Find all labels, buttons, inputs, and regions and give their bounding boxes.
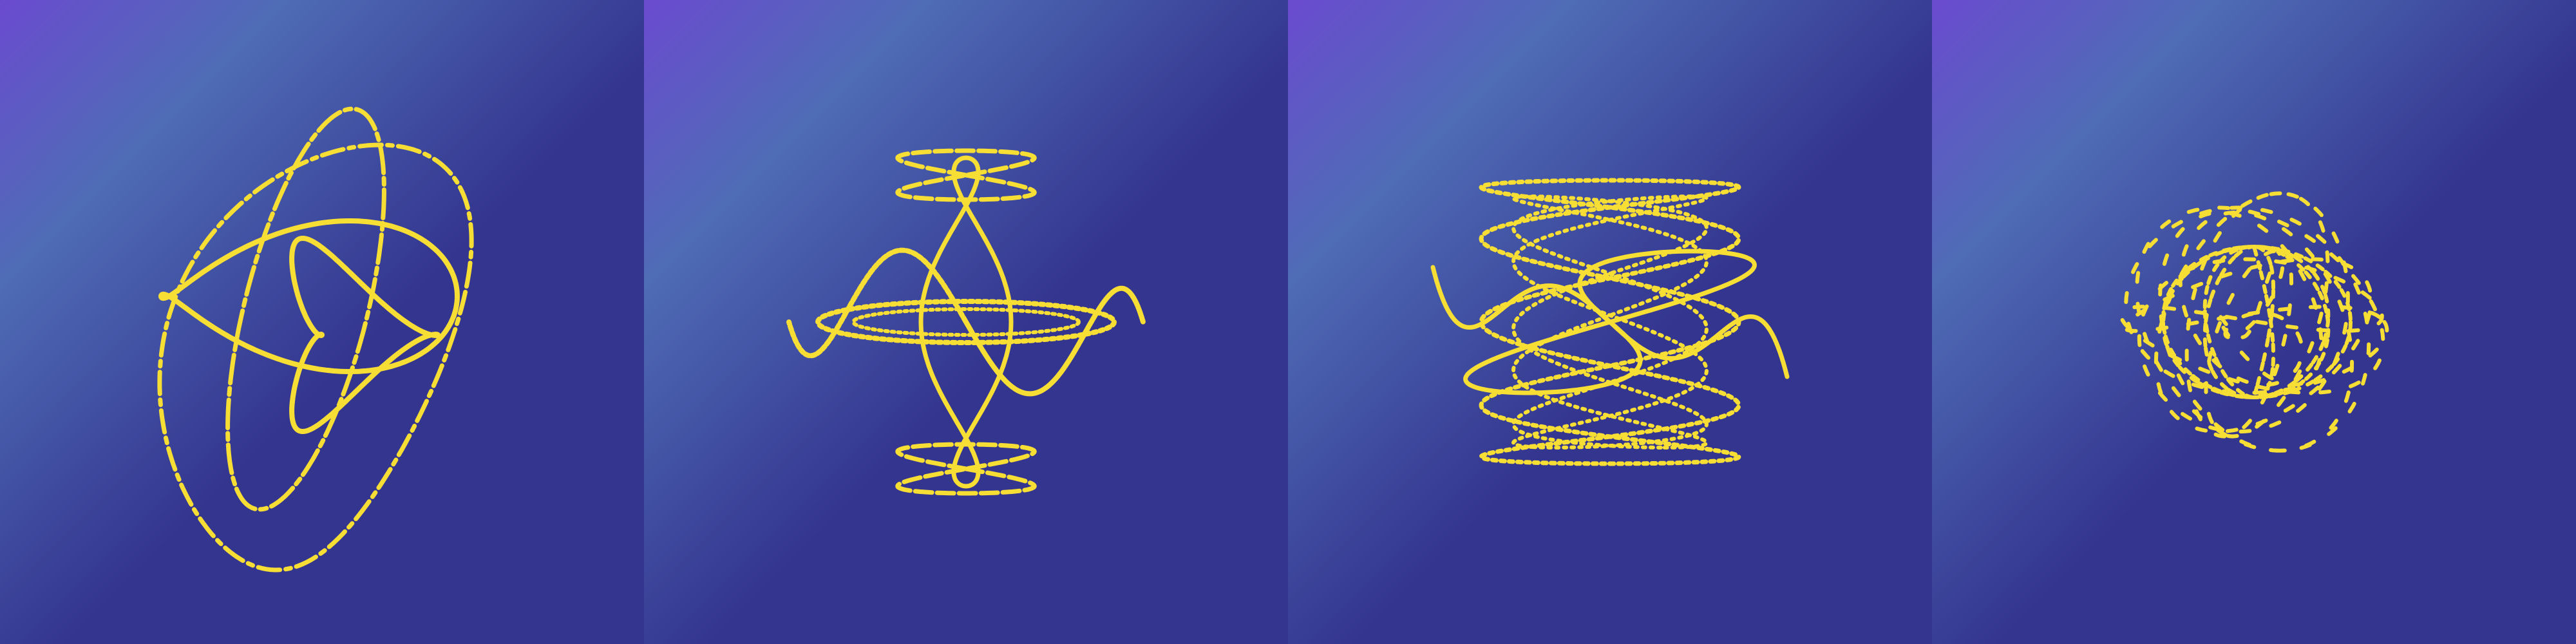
curve-panel-2 — [644, 0, 1288, 644]
inner-ring-curve — [851, 307, 1081, 337]
tall-ellipse-curve — [225, 106, 386, 512]
dense-wave-curve — [1511, 194, 1709, 450]
scattered-curve-figure — [1932, 0, 2576, 644]
curve-panel-1 — [0, 0, 644, 644]
curve-panel-4 — [1932, 0, 2576, 644]
scattered-sphere-curve — [2119, 191, 2389, 453]
rosette-curve-figure — [0, 0, 644, 644]
horizontal-band-curve — [786, 247, 1146, 397]
inner-sphere-curve — [2161, 245, 2353, 399]
inner-knot-curve — [289, 236, 440, 434]
curve-panel-3 — [1288, 0, 1932, 644]
hourglass-curve — [918, 155, 1014, 489]
center-ring-curve — [815, 299, 1117, 345]
twist-loop-curve — [1463, 249, 1757, 395]
bottom-lobe-curve — [895, 442, 1037, 496]
lattice-curve-figure — [1288, 0, 1932, 644]
outer-loop-curve — [157, 142, 474, 573]
top-lobe-curve — [895, 148, 1037, 202]
gradient-background — [0, 0, 644, 644]
wide-ellipse-curve — [158, 218, 460, 374]
hourglass-curve-figure — [644, 0, 1288, 644]
